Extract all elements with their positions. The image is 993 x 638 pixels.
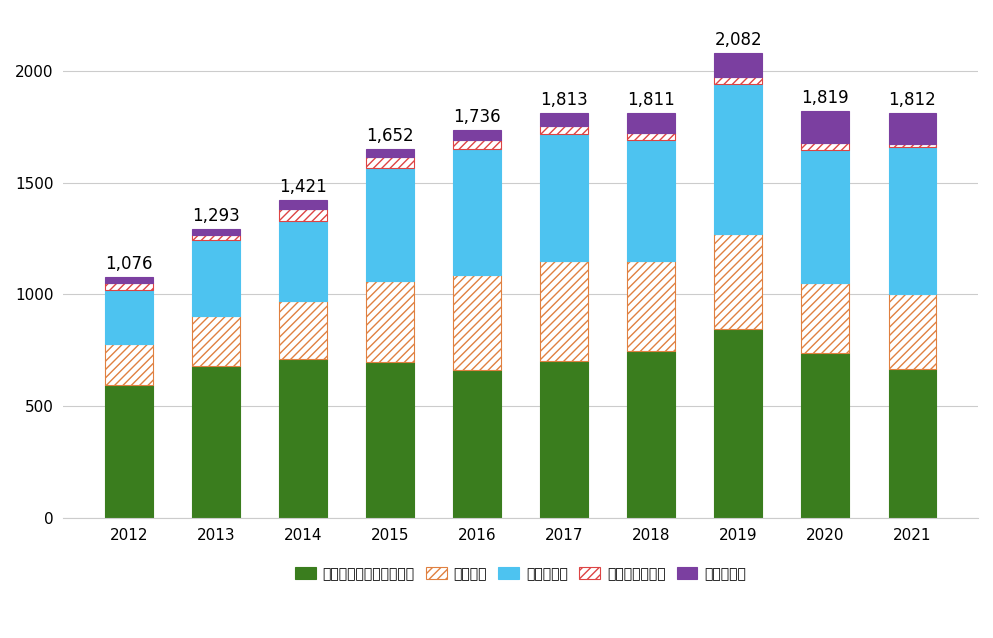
Text: 1,652: 1,652 [366,127,414,145]
Bar [366,158,414,168]
Bar [714,234,763,329]
Bar [628,350,675,518]
Bar [801,112,849,143]
Bar [540,134,588,261]
Text: 1,811: 1,811 [628,91,675,109]
Bar [453,140,501,149]
Bar [192,235,239,240]
Bar [453,130,501,140]
Bar [889,294,936,369]
Bar [714,77,763,84]
Text: 1,819: 1,819 [801,89,849,107]
Bar [453,149,501,275]
Bar [192,240,239,316]
Bar [540,261,588,361]
Bar [279,200,327,209]
Bar [105,278,153,283]
Bar [889,113,936,144]
Bar [279,359,327,518]
Bar [801,150,849,283]
Bar [192,316,239,366]
Text: 1,736: 1,736 [453,108,500,126]
Bar [366,149,414,158]
Bar [801,353,849,518]
Text: 1,813: 1,813 [540,91,588,108]
Bar [801,143,849,150]
Bar [628,140,675,262]
Bar [889,147,936,294]
Legend: 青少年保護育成条例違反, 児童買春, 児童ポルノ, 児童福祉法違反, 重要犯罪等: 青少年保護育成条例違反, 児童買春, 児童ポルノ, 児童福祉法違反, 重要犯罪等 [289,561,752,586]
Bar [540,113,588,126]
Bar [366,281,414,362]
Bar [453,370,501,518]
Bar [279,301,327,359]
Bar [279,221,327,301]
Bar [540,126,588,134]
Text: 1,421: 1,421 [279,178,327,197]
Bar [628,262,675,350]
Bar [889,144,936,147]
Bar [366,362,414,518]
Bar [714,84,763,234]
Bar [105,385,153,518]
Bar [279,209,327,221]
Bar [105,283,153,290]
Bar [105,344,153,385]
Bar [714,52,763,77]
Bar [192,366,239,518]
Bar [192,229,239,235]
Bar [628,113,675,133]
Text: 1,812: 1,812 [889,91,936,109]
Bar [801,283,849,353]
Bar [453,275,501,370]
Bar [628,133,675,140]
Bar [714,329,763,518]
Text: 1,293: 1,293 [192,207,239,225]
Bar [540,361,588,518]
Bar [105,290,153,344]
Text: 1,076: 1,076 [105,255,153,274]
Text: 2,082: 2,082 [715,31,762,48]
Bar [889,369,936,518]
Bar [366,168,414,281]
